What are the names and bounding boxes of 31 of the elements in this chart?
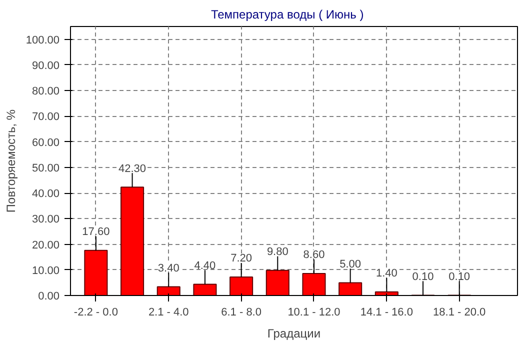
x-tick-label: 14.1 - 16.0 (360, 306, 413, 318)
data-label: 1.40 (376, 268, 398, 280)
data-label: 7.20 (230, 252, 252, 265)
y-tick-label: 80.00 (32, 86, 60, 98)
data-label: 4.40 (194, 260, 216, 272)
y-tick-label: 90.00 (32, 60, 60, 72)
data-label: 5.00 (340, 258, 362, 270)
y-axis-title: Повторяемость, % (4, 109, 18, 213)
data-label: 17.60 (82, 226, 110, 238)
y-tick-label: 60.00 (32, 136, 60, 149)
y-tick-label: 40.00 (32, 188, 60, 200)
x-tick-label: 18.1 - 20.0 (433, 306, 486, 318)
data-label: 9.80 (266, 246, 288, 258)
data-label: 0.10 (448, 270, 470, 283)
y-tick-label: 0.00 (38, 290, 60, 302)
x-tick-label: -2.2 - 0.0 (74, 306, 118, 318)
data-label: 42.30 (118, 162, 146, 175)
x-tick-label: 10.1 - 12.0 (288, 306, 340, 318)
x-axis-title: Градации (267, 326, 321, 340)
y-tick-label: 100.00 (26, 34, 60, 46)
data-label: 3.40 (158, 262, 180, 274)
y-tick-label: 30.00 (32, 214, 60, 226)
y-tick-label: 50.00 (32, 162, 60, 174)
x-tick-label: 6.1 - 8.0 (221, 306, 262, 318)
x-tick-label: 2.1 - 4.0 (148, 306, 189, 318)
data-label: 8.60 (303, 249, 325, 262)
chart-title: Температура воды ( Июнь ) (210, 8, 364, 22)
y-tick-label: 20.00 (32, 239, 60, 252)
data-label: 0.10 (412, 270, 434, 283)
y-tick-label: 10.00 (32, 264, 60, 277)
y-tick-label: 70.00 (32, 111, 60, 124)
